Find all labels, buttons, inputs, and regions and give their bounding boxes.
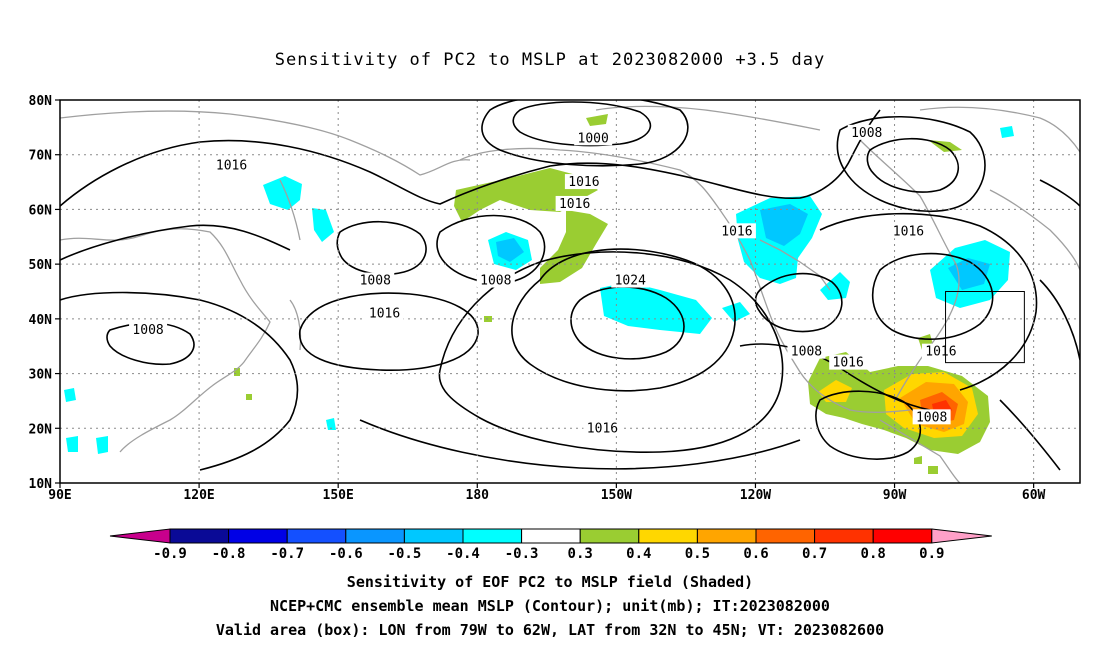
contour-label: 1016	[216, 159, 247, 174]
lat-axis: 80N 70N 60N 50N 40N 30N 20N 10N	[29, 94, 60, 492]
colorbar-low-arrow	[109, 528, 171, 544]
graticule	[60, 100, 1080, 483]
contour-label-bg	[574, 130, 613, 146]
colorbar-segment	[814, 528, 874, 544]
lon-tick-label: 150W	[601, 488, 632, 503]
contour-label: 1016	[587, 421, 618, 436]
valid-area-box	[945, 291, 1025, 364]
colorbar-label: 0.6	[743, 546, 768, 562]
colorbar-segment	[169, 528, 230, 544]
contour-labels: 1000 1008 1016 1016 1016 1016 1016 1008 1008 1024…	[129, 124, 960, 436]
colorbar: -0.9 -0.8 -0.7 -0.6 -0.5 -0.4 -0.3 0.3 0.4 0.5 0.6…	[109, 528, 992, 562]
contour-label: 1016	[893, 224, 924, 239]
colorbar-label: -0.3	[505, 546, 539, 562]
contour-label-bg	[829, 354, 868, 370]
sensitivity-shading	[64, 114, 1014, 474]
lat-tick-label: 70N	[29, 149, 53, 164]
contour-label-bg	[912, 409, 951, 425]
contour-label-bg	[129, 321, 168, 337]
lat-tick-label: 60N	[29, 203, 53, 218]
caption-valid-area: Valid area (box): LON from 79W to 62W, L…	[215, 621, 885, 639]
contour-label: 1008	[851, 126, 882, 141]
contour-label-bg	[356, 272, 395, 288]
colorbar-label: 0.4	[626, 546, 651, 562]
lon-tick-label: 90W	[883, 488, 907, 503]
colorbar-segment	[228, 528, 288, 544]
colorbar-label: 0.8	[861, 546, 886, 562]
colorbar-label: 0.7	[802, 546, 827, 562]
contour-label: 1016	[568, 175, 599, 190]
contour-label: 1016	[925, 345, 956, 360]
lon-axis: 90E 120E 150E 180 150W 120W 90W 60W	[48, 483, 1046, 503]
contour-label-bg	[717, 223, 756, 239]
contour-label-bg	[564, 174, 603, 190]
colorbar-label: 0.3	[568, 546, 593, 562]
map-title: Sensitivity of PC2 to MSLP at 2023082000…	[274, 50, 826, 70]
contour-label-bg	[611, 272, 650, 288]
lon-tick-label: 90E	[48, 488, 71, 503]
shade-neg-east-pacific-high	[600, 282, 712, 334]
contour-label-bg	[583, 420, 622, 436]
colorbar-segment	[521, 528, 581, 544]
contour-label: 1008	[791, 345, 822, 360]
lon-tick-label: 150E	[323, 488, 354, 503]
contour-label: 1016	[559, 197, 590, 212]
contour-label: 1008	[480, 274, 511, 289]
plot-frame	[59, 99, 1081, 484]
colorbar-label: -0.8	[212, 546, 246, 562]
contour-label: 1008	[916, 410, 947, 425]
colorbar-high-arrow	[931, 528, 992, 544]
contour-label: 1008	[132, 323, 163, 338]
caption-contour: NCEP+CMC ensemble mean MSLP (Contour); u…	[270, 597, 830, 615]
lat-tick-label: 10N	[29, 477, 53, 492]
contour-label: 1016	[369, 306, 400, 321]
lat-tick-label: 40N	[29, 313, 53, 328]
colorbar-segment	[696, 528, 757, 544]
lat-tick-label: 20N	[29, 422, 53, 437]
lat-tick-label: 30N	[29, 368, 53, 383]
colorbar-label: -0.5	[388, 546, 422, 562]
shade-neg-kamchatka	[263, 176, 302, 210]
colorbar-label: -0.6	[329, 546, 363, 562]
contour-label-bg	[889, 223, 928, 239]
contour-label: 1008	[360, 274, 391, 289]
lat-tick-label: 80N	[29, 94, 53, 109]
contour-label-bg	[365, 305, 404, 321]
colorbar-segment	[462, 528, 523, 544]
contour-label-bg	[212, 157, 251, 173]
colorbar-segment	[579, 528, 640, 544]
lon-tick-label: 120W	[740, 488, 771, 503]
colorbar-segment	[345, 528, 405, 544]
colorbar-segment	[638, 528, 698, 544]
colorbar-label: -0.9	[153, 546, 187, 562]
colorbar-segment	[286, 528, 347, 544]
contour-label-bg	[847, 124, 886, 140]
lon-tick-label: 180	[466, 488, 490, 503]
contour-label: 1024	[615, 274, 646, 289]
contour-label: 1000	[578, 131, 609, 146]
colorbar-label: -0.4	[446, 546, 480, 562]
contour-label: 1016	[721, 224, 752, 239]
colorbar-segment	[403, 528, 464, 544]
lon-tick-label: 120E	[183, 488, 214, 503]
contour-label: 1016	[833, 356, 864, 371]
colorbar-segment	[872, 528, 933, 544]
lat-tick-label: 50N	[29, 258, 53, 273]
caption-shaded: Sensitivity of EOF PC2 to MSLP field (Sh…	[346, 573, 754, 591]
colorbar-label: -0.7	[270, 546, 304, 562]
contour-label-bg	[921, 343, 960, 359]
colorbar-label: 0.5	[685, 546, 710, 562]
contour-label-bg	[555, 195, 594, 211]
colorbar-segment	[755, 528, 816, 544]
contour-label-bg	[476, 272, 515, 288]
contour-label-bg	[787, 343, 826, 359]
colorbar-label: 0.9	[919, 546, 944, 562]
lon-tick-label: 60W	[1022, 488, 1046, 503]
